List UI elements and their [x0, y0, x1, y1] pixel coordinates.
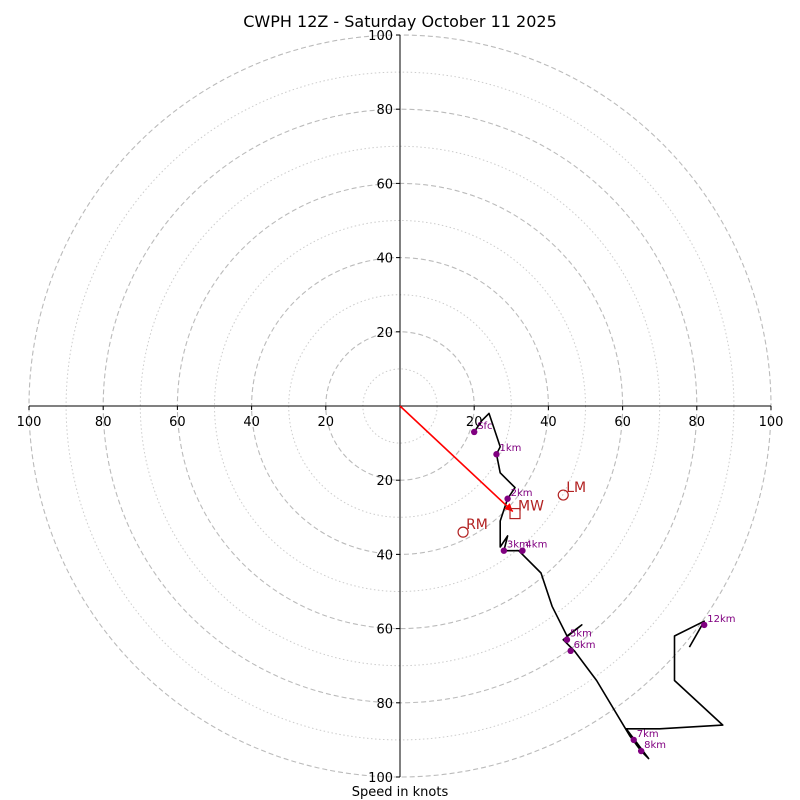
mean-wind-arrow — [399, 405, 514, 513]
x-axis-label: Speed in knots — [352, 785, 449, 800]
tick-label-top-100: 100 — [368, 29, 393, 44]
tick-label-right-40: 40 — [540, 415, 557, 430]
tick-label-right-80: 80 — [689, 415, 706, 430]
tick-label-top-80: 80 — [376, 103, 393, 118]
hodograph-trace — [473, 412, 724, 760]
right-mover-label: RM — [466, 517, 488, 533]
tick-label-left-100: 100 — [17, 415, 42, 430]
height-marker-5km — [563, 636, 571, 643]
tick-label-bottom-100: 100 — [368, 771, 393, 786]
storm-motion-markers: LM RM MW — [457, 480, 586, 538]
left-mover-marker — [557, 489, 569, 501]
tick-label-top-60: 60 — [376, 177, 393, 192]
height-label-4km: 4km — [525, 540, 547, 551]
mean-wind-arrowhead — [504, 503, 513, 512]
tick-label-bottom-20: 20 — [376, 474, 393, 489]
tick-label-left-40: 40 — [243, 415, 260, 430]
hodograph-line — [473, 412, 724, 760]
height-label-sfc: Sfc — [477, 421, 492, 432]
height-marker-sfc — [471, 428, 478, 436]
chart-title: CWPH 12Z - Saturday October 11 2025 — [243, 12, 557, 31]
height-marker-3km — [500, 547, 508, 554]
height-marker-2km — [504, 495, 511, 502]
height-marker-8km — [637, 747, 645, 755]
tick-label-top-40: 40 — [376, 252, 393, 267]
tick-label-left-80: 80 — [95, 415, 112, 430]
tick-label-right-60: 60 — [614, 415, 631, 430]
height-marker-6km — [567, 647, 574, 655]
height-marker-7km — [630, 736, 637, 744]
height-label-2km: 2km — [511, 488, 533, 499]
height-label-12km: 12km — [707, 614, 735, 625]
height-label-1km: 1km — [499, 443, 521, 454]
mean-wind-vector — [399, 405, 514, 513]
height-label-7km: 7km — [637, 729, 659, 740]
height-marker-12km — [701, 621, 708, 629]
height-label-6km: 6km — [574, 640, 596, 651]
tick-label-bottom-60: 60 — [376, 623, 393, 638]
right-mover-marker — [457, 526, 469, 538]
tick-label-left-20: 20 — [318, 415, 335, 430]
tick-label-left-60: 60 — [169, 415, 186, 430]
height-label-8km: 8km — [644, 740, 666, 751]
left-mover-label: LM — [566, 480, 586, 496]
height-label-5km: 5km — [570, 629, 592, 640]
height-marker-1km — [493, 451, 500, 458]
tick-label-bottom-80: 80 — [376, 697, 393, 712]
tick-label-bottom-40: 40 — [376, 548, 393, 563]
height-marker-4km — [519, 547, 526, 554]
tick-label-top-20: 20 — [376, 326, 393, 341]
tick-label-right-100: 100 — [759, 415, 784, 430]
mean-wind-marker — [509, 507, 521, 520]
height-label-3km: 3km — [507, 540, 529, 551]
mean-wind-label: MW — [518, 499, 544, 515]
